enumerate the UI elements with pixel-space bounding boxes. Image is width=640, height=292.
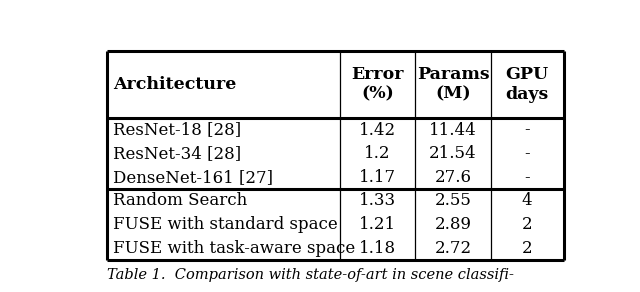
Text: FUSE with standard space: FUSE with standard space xyxy=(113,216,338,233)
Text: FUSE with task-aware space: FUSE with task-aware space xyxy=(113,239,355,257)
Text: GPU
days: GPU days xyxy=(506,66,548,103)
Text: 2: 2 xyxy=(522,239,532,257)
Text: Params
(M): Params (M) xyxy=(417,66,489,103)
Text: DenseNet-161 [27]: DenseNet-161 [27] xyxy=(113,169,273,186)
Text: 1.17: 1.17 xyxy=(359,169,396,186)
Text: 1.21: 1.21 xyxy=(359,216,396,233)
Text: 11.44: 11.44 xyxy=(429,121,477,138)
Text: -: - xyxy=(524,169,530,186)
Text: ResNet-18 [28]: ResNet-18 [28] xyxy=(113,121,241,138)
Text: 27.6: 27.6 xyxy=(435,169,472,186)
Text: 1.42: 1.42 xyxy=(359,121,396,138)
Text: ResNet-34 [28]: ResNet-34 [28] xyxy=(113,145,241,162)
Text: Random Search: Random Search xyxy=(113,192,248,209)
Text: 1.18: 1.18 xyxy=(359,239,396,257)
Text: 2.89: 2.89 xyxy=(435,216,472,233)
Text: 21.54: 21.54 xyxy=(429,145,477,162)
Text: 2.55: 2.55 xyxy=(435,192,472,209)
Text: 1.33: 1.33 xyxy=(359,192,396,209)
Text: 2: 2 xyxy=(522,216,532,233)
Text: 4: 4 xyxy=(522,192,532,209)
Text: 2.72: 2.72 xyxy=(435,239,472,257)
Text: -: - xyxy=(524,145,530,162)
Text: Error
(%): Error (%) xyxy=(351,66,404,103)
Text: -: - xyxy=(524,121,530,138)
Text: Architecture: Architecture xyxy=(113,76,237,93)
Text: Table 1.  Comparison with state-of-art in scene classifi-: Table 1. Comparison with state-of-art in… xyxy=(108,268,515,282)
Text: 1.2: 1.2 xyxy=(364,145,391,162)
